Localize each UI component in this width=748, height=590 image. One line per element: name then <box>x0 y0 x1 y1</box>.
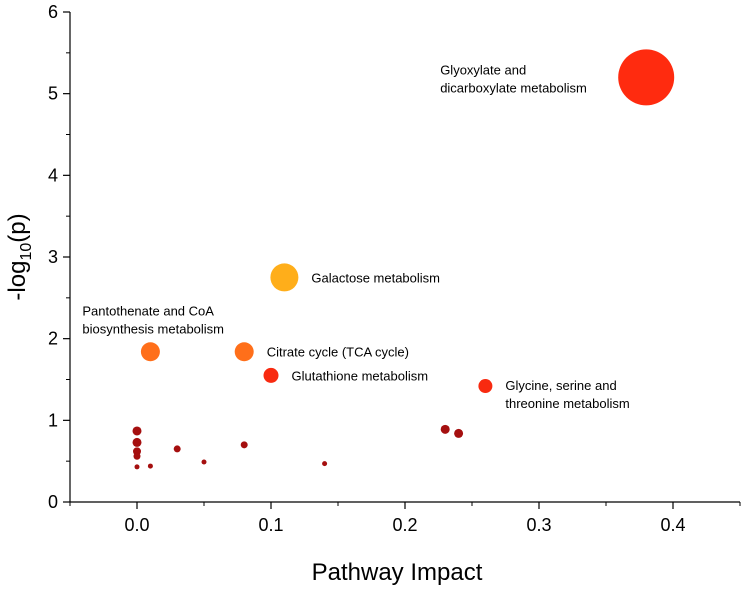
point-annotation-line: Galactose metabolism <box>311 270 440 285</box>
y-axis-title-main: -log <box>4 261 31 301</box>
y-tick-label: 4 <box>48 165 58 185</box>
point-annotation-line: dicarboxylate metabolism <box>440 80 587 95</box>
data-point <box>618 49 675 106</box>
y-tick-label: 3 <box>48 247 58 267</box>
point-annotation-line: biosynthesis metabolism <box>82 322 224 337</box>
data-point <box>240 441 248 449</box>
data-point <box>440 424 450 434</box>
point-annotation: Glycine, serine and threonine metabolism <box>505 378 629 411</box>
data-point <box>322 461 328 467</box>
data-point <box>133 447 141 456</box>
point-annotation: Galactose metabolism <box>311 270 440 285</box>
point-annotation: Glutathione metabolism <box>292 368 429 383</box>
y-axis-title: -log10(p) <box>4 213 35 300</box>
point-annotation-line: Glyoxylate and <box>440 62 526 77</box>
x-axis-title: Pathway Impact <box>312 559 483 586</box>
point-annotation-line: Citrate cycle (TCA cycle) <box>267 345 409 360</box>
data-point <box>201 459 207 465</box>
y-tick-label: 5 <box>48 84 58 104</box>
point-annotation: Glyoxylate and dicarboxylate metabolism <box>440 62 587 95</box>
point-annotation-line: threonine metabolism <box>505 396 629 411</box>
data-point <box>263 367 279 383</box>
y-tick-label: 0 <box>48 492 58 512</box>
x-tick-label: 0.1 <box>258 515 283 535</box>
data-point <box>173 445 181 453</box>
y-axis-title-suffix: (p) <box>4 213 31 242</box>
data-points <box>132 49 675 470</box>
data-point <box>234 342 254 362</box>
x-tick-label: 0.3 <box>526 515 551 535</box>
data-point <box>132 437 142 447</box>
x-tick-label: 0.4 <box>660 515 685 535</box>
x-tick-label: 0.2 <box>392 515 417 535</box>
data-point <box>454 428 464 438</box>
data-point <box>140 342 160 362</box>
point-annotation: Citrate cycle (TCA cycle) <box>267 345 409 360</box>
data-point <box>132 426 142 436</box>
data-point <box>134 464 140 470</box>
axes: 0 1 2 3 4 5 6 0.0 0.1 0.2 0.3 0.4 <box>48 2 741 535</box>
y-tick-label: 2 <box>48 329 58 349</box>
point-annotation-line: Pantothenate and CoA <box>82 304 214 319</box>
y-tick-label: 1 <box>48 410 58 430</box>
x-tick-label: 0.0 <box>124 515 149 535</box>
point-annotation-line: Glycine, serine and <box>505 378 616 393</box>
data-point <box>147 463 153 469</box>
annotations: Glyoxylate and dicarboxylate metabolism Ga… <box>82 62 629 411</box>
y-axis-title-subscript: 10 <box>18 243 35 261</box>
data-point <box>270 263 299 292</box>
data-point <box>133 452 141 460</box>
y-tick-label: 6 <box>48 2 58 22</box>
point-annotation-line: Glutathione metabolism <box>292 368 429 383</box>
point-annotation: Pantothenate and CoA biosynthesis metabol… <box>82 304 224 337</box>
data-point <box>478 379 493 394</box>
